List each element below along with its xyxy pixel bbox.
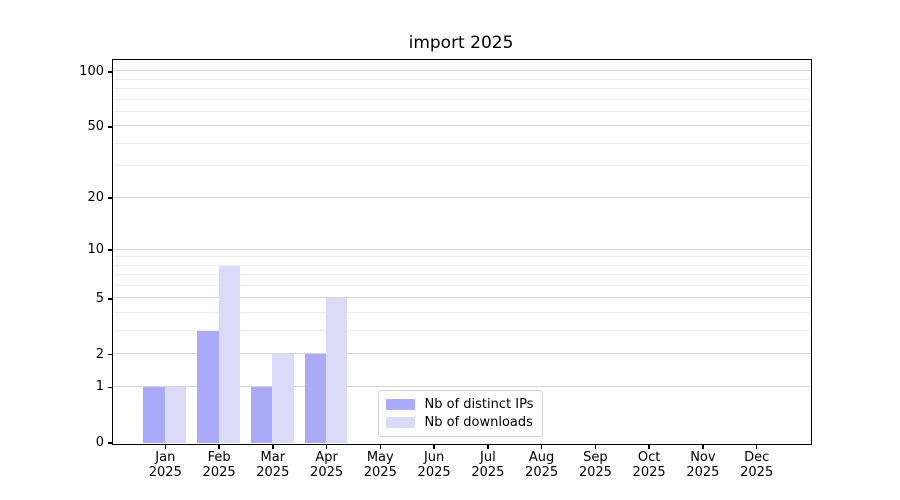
y-tick-label: 20 bbox=[87, 190, 104, 206]
y-tick-mark bbox=[107, 386, 112, 388]
gridline-major bbox=[112, 297, 810, 299]
y-tick-mark bbox=[107, 353, 112, 356]
x-tick-label: Jun 2025 bbox=[417, 450, 451, 480]
x-tick-mark bbox=[164, 444, 167, 449]
x-tick-mark bbox=[272, 444, 274, 449]
gridline-major bbox=[112, 385, 810, 387]
x-tick-label: Apr 2025 bbox=[310, 450, 344, 480]
x-tick-mark bbox=[594, 444, 597, 449]
gridline-minor bbox=[112, 142, 810, 144]
y-tick-label: 1 bbox=[95, 379, 104, 395]
gridline-minor bbox=[112, 264, 810, 266]
x-tick-label: Dec 2025 bbox=[740, 450, 774, 480]
x-tick-label: Jul 2025 bbox=[471, 450, 505, 480]
x-tick-mark bbox=[755, 444, 758, 449]
x-tick-mark bbox=[218, 444, 220, 449]
x-tick-mark bbox=[702, 444, 704, 449]
y-tick-mark bbox=[107, 197, 112, 199]
x-tick-mark bbox=[325, 444, 328, 449]
gridline-minor bbox=[112, 312, 810, 314]
x-tick-label: Oct 2025 bbox=[632, 450, 666, 480]
gridline-minor bbox=[112, 165, 810, 167]
gridline-major bbox=[112, 196, 810, 198]
x-tick-label: Mar 2025 bbox=[256, 450, 290, 480]
y-tick-label: 50 bbox=[87, 118, 104, 134]
legend-label: Nb of distinct IPs bbox=[424, 396, 534, 412]
bar-distinct-ips bbox=[250, 386, 273, 443]
legend: Nb of distinct IPs Nb of downloads bbox=[377, 389, 544, 437]
gridline-minor bbox=[112, 78, 810, 80]
bar-distinct-ips bbox=[143, 386, 165, 443]
legend-entry: Nb of distinct IPs bbox=[385, 396, 534, 412]
y-tick-label: 2 bbox=[95, 346, 104, 362]
bar-distinct-ips bbox=[304, 354, 327, 443]
x-tick-mark bbox=[379, 444, 382, 449]
bar-downloads bbox=[326, 298, 348, 443]
gridline-minor bbox=[112, 330, 810, 331]
x-tick-mark bbox=[433, 444, 435, 449]
legend-entry: Nb of downloads bbox=[385, 414, 534, 430]
bar-distinct-ips bbox=[197, 331, 219, 443]
y-tick-mark bbox=[107, 71, 112, 73]
gridline-minor bbox=[112, 274, 810, 276]
legend-swatch-distinct-ips bbox=[385, 398, 415, 410]
x-tick-mark bbox=[487, 444, 489, 449]
gridline-major bbox=[112, 248, 810, 250]
y-tick-label: 100 bbox=[79, 63, 104, 79]
y-tick-mark bbox=[107, 442, 112, 444]
x-tick-label: Jan 2025 bbox=[148, 450, 182, 480]
gridline-minor bbox=[112, 256, 810, 258]
y-tick-mark bbox=[107, 298, 112, 300]
y-tick-label: 5 bbox=[95, 290, 104, 306]
bar-downloads bbox=[164, 386, 187, 443]
x-tick-label: Nov 2025 bbox=[686, 450, 720, 480]
legend-swatch-downloads bbox=[385, 416, 415, 428]
y-tick-mark bbox=[107, 126, 112, 128]
x-tick-label: Aug 2025 bbox=[525, 450, 559, 480]
bar-downloads bbox=[218, 265, 240, 443]
plot-area: Nb of distinct IPs Nb of downloads bbox=[111, 58, 812, 445]
gridline-minor bbox=[112, 285, 810, 286]
y-tick-mark bbox=[107, 249, 112, 251]
y-tick-label: 10 bbox=[87, 242, 104, 258]
gridline-major bbox=[112, 70, 810, 72]
chart-title: import 2025 bbox=[408, 33, 514, 53]
gridline-minor bbox=[112, 88, 810, 90]
gridline-major bbox=[112, 353, 810, 355]
gridline-minor bbox=[112, 98, 810, 100]
x-tick-label: Feb 2025 bbox=[202, 450, 236, 480]
bar-downloads bbox=[272, 354, 294, 443]
x-tick-mark bbox=[648, 444, 650, 449]
x-tick-label: May 2025 bbox=[363, 450, 397, 480]
y-tick-label: 0 bbox=[95, 435, 104, 450]
gridline-minor bbox=[112, 110, 810, 112]
gridline-major bbox=[112, 125, 810, 127]
x-tick-label: Sep 2025 bbox=[578, 450, 612, 480]
plot-inner: Nb of distinct IPs Nb of downloads bbox=[112, 60, 810, 443]
legend-label: Nb of downloads bbox=[424, 414, 533, 430]
x-tick-mark bbox=[540, 444, 543, 449]
